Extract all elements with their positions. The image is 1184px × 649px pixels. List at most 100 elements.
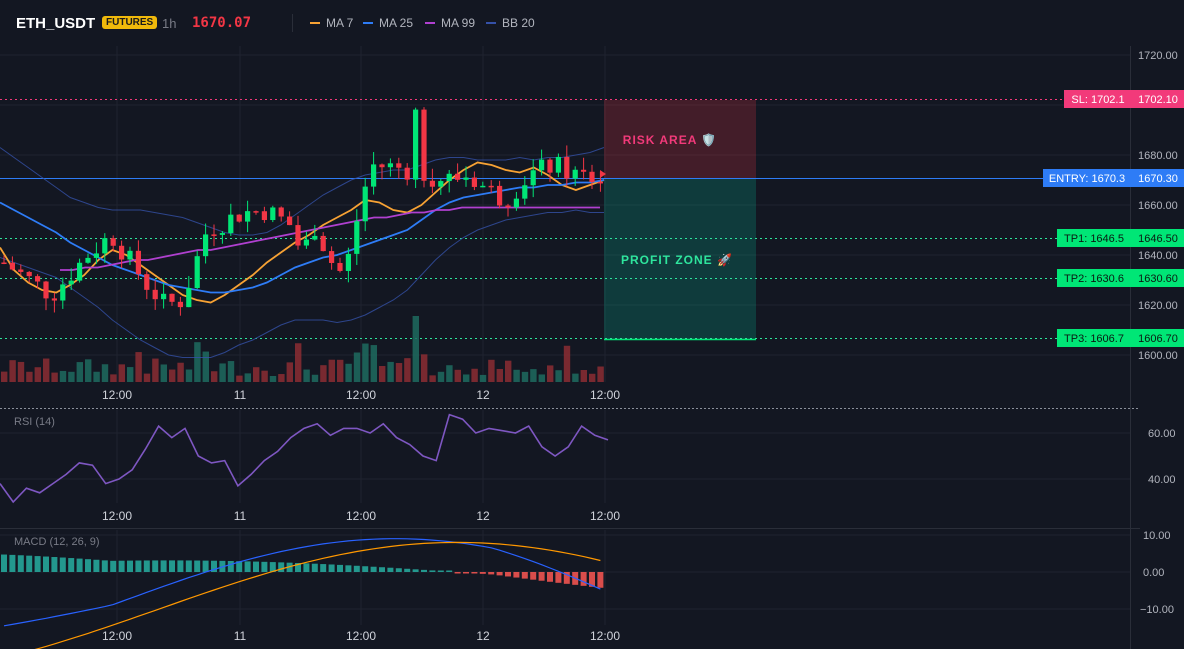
legend-ma7[interactable]: MA 7 [310,16,353,30]
volume-bar [177,362,184,382]
macd-tick: −10.00 [1140,604,1174,616]
candle-body [404,167,410,180]
volume-bar [547,365,554,382]
interval-label[interactable]: 1h [162,16,177,31]
volume-bar [353,352,361,382]
macd-hist-bar [412,569,419,572]
candle-body [438,181,444,187]
candle-body [9,262,15,270]
volume-bar [26,371,33,382]
price-tick: 1660.00 [1138,200,1178,212]
macd-hist-bar [169,560,175,572]
grid-lines [0,46,1130,625]
candle-body [539,159,545,171]
candle-body [60,284,66,301]
macd-hist-bar [530,572,537,580]
time-axis-rsi[interactable]: 12:00 11 12:00 12 12:00 [102,509,620,523]
candle-body [329,251,335,263]
time-tick: 12:00 [102,388,132,402]
candle-body [522,185,528,199]
macd-hist-bar [345,565,352,572]
candle-body [119,245,125,260]
volume-bar [421,354,428,382]
candle-body [455,173,461,180]
macd-hist-bar [85,559,91,572]
volume-bar [446,365,453,382]
macd-hist-bar [580,572,587,586]
rsi-tick: 40.00 [1148,474,1176,486]
candle-body [371,164,377,187]
rsi-tick: 60.00 [1148,428,1176,440]
candle-body [589,171,595,182]
macd-hist-bar [261,561,268,572]
last-price: 1670.07 [192,15,252,31]
candle-body [513,198,519,208]
volume-bar [379,366,386,382]
volume-bar [521,371,529,382]
tp2-value-box [1132,269,1184,287]
volume-bar [345,363,352,382]
macd-pane-title[interactable]: MACD (12, 26, 9) [14,536,100,548]
volume-bar [152,358,159,382]
macd-hist-bar [555,572,562,583]
candle-body [51,298,57,301]
candle-body [429,180,435,187]
volume-bar [488,359,495,382]
symbol-label[interactable]: ETH_USDT [16,15,96,32]
profit-zone-label: PROFIT ZONE 🚀 [621,253,733,267]
volume-bar [227,361,235,382]
volume-bar [253,367,260,382]
macd-hist-bar [253,561,259,572]
macd-hist-bar [379,567,385,572]
candles[interactable] [1,107,603,316]
macd-hist-bar [505,572,511,577]
price-axis[interactable]: 1720.00 1680.00 1660.00 1640.00 1620.00 … [1138,50,1178,362]
price-tick: 1600.00 [1138,350,1178,362]
candle-body [77,262,83,281]
sl-value: 1702.10 [1138,94,1178,106]
macd-hist-bar [127,560,133,572]
volume-bar [404,358,411,382]
legend-ma99[interactable]: MA 99 [425,16,475,30]
candle-body [295,225,301,246]
macd-hist-bar [370,566,377,572]
macd-hist-bar [110,560,117,572]
rsi-pane-title[interactable]: RSI (14) [14,416,55,428]
time-tick: 11 [234,629,247,643]
volume-bar [370,345,377,382]
futures-badge: FUTURES [102,16,158,29]
legend-ma25[interactable]: MA 25 [363,16,413,30]
macd-hist-bar [513,572,520,578]
time-axis-main[interactable]: 12:00 11 12:00 12 12:00 [102,388,620,402]
macd-hist-bar [269,562,276,572]
sl-label-box [1064,90,1132,108]
candle-body [43,281,49,299]
candle-body [245,211,251,222]
volume-bar [244,373,251,382]
volume-bar [337,359,344,382]
entry-value-box [1132,169,1184,187]
tp1-label-box [1057,229,1132,247]
candle-body [228,214,234,234]
volume-bar [429,375,436,382]
time-axis-macd[interactable]: 12:00 11 12:00 12 12:00 [102,629,620,643]
candle-body [345,253,351,271]
candle-body [564,156,570,179]
macd-axis: 10.00 0.00 −10.00 [1140,530,1174,616]
volume-bar [505,360,512,382]
last-candle-marker-icon [600,170,606,178]
volume-bar [471,368,478,382]
legend-bb20[interactable]: BB 20 [486,16,535,30]
sl-value-box [1132,90,1184,108]
volume-bar [496,368,503,382]
candle-body [354,221,360,254]
ma25-swatch-icon [363,22,373,24]
volume-bar [51,372,58,382]
level-labels: SL: 1702.1 1702.10 ENTRY: 1670.3 1670.30… [1043,90,1184,347]
price-tick: 1680.00 [1138,150,1178,162]
macd-hist-bar [488,572,495,575]
candle-body [387,163,393,168]
volume-bar [59,370,67,382]
volume-bar [169,369,176,382]
